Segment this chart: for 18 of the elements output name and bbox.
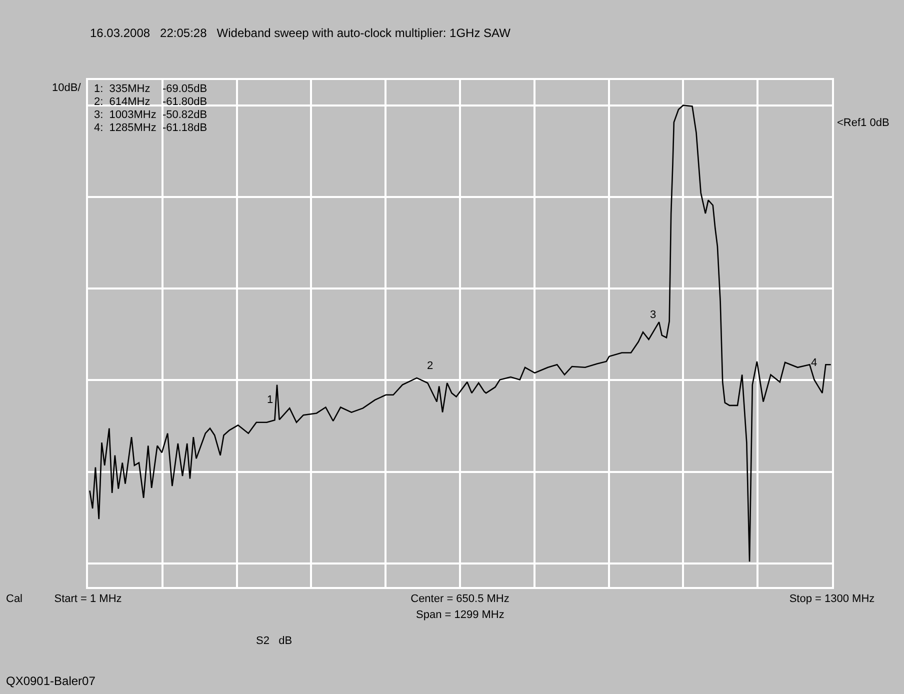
x-tick-label: Center = 650.5 MHz: [410, 592, 510, 605]
chart-subtitle: 16.03.2008 22:05:28 Wideband sweep with auto-clock multiplier: 1GHz SAW: [90, 26, 512, 40]
text: 1: 335MHz -69.05dB: [94, 83, 208, 95]
text: <Ref1 0dB: [837, 117, 890, 129]
text: Span = 1299 MHz: [416, 609, 504, 621]
annotation: 4: [811, 357, 818, 369]
annotation: 2: 614MHz -61.80dB: [94, 96, 208, 108]
annotation: 1: [267, 394, 274, 406]
y-axis-title: 10dB/: [52, 82, 82, 94]
text: S2 dB: [256, 635, 292, 647]
annotation: 3: [650, 309, 656, 321]
annotation: 3: 1003MHz -50.82dB: [94, 109, 208, 121]
text: Cal: [6, 593, 23, 605]
annotation: 4: 1285MHz -61.18dB: [94, 122, 208, 134]
annotation: 2: [427, 360, 434, 372]
text: QX0901-Baler07: [6, 674, 96, 688]
x-tick-label: Stop = 1300 MHz: [789, 592, 875, 605]
x-tick-label: Start = 1 MHz: [54, 592, 122, 605]
